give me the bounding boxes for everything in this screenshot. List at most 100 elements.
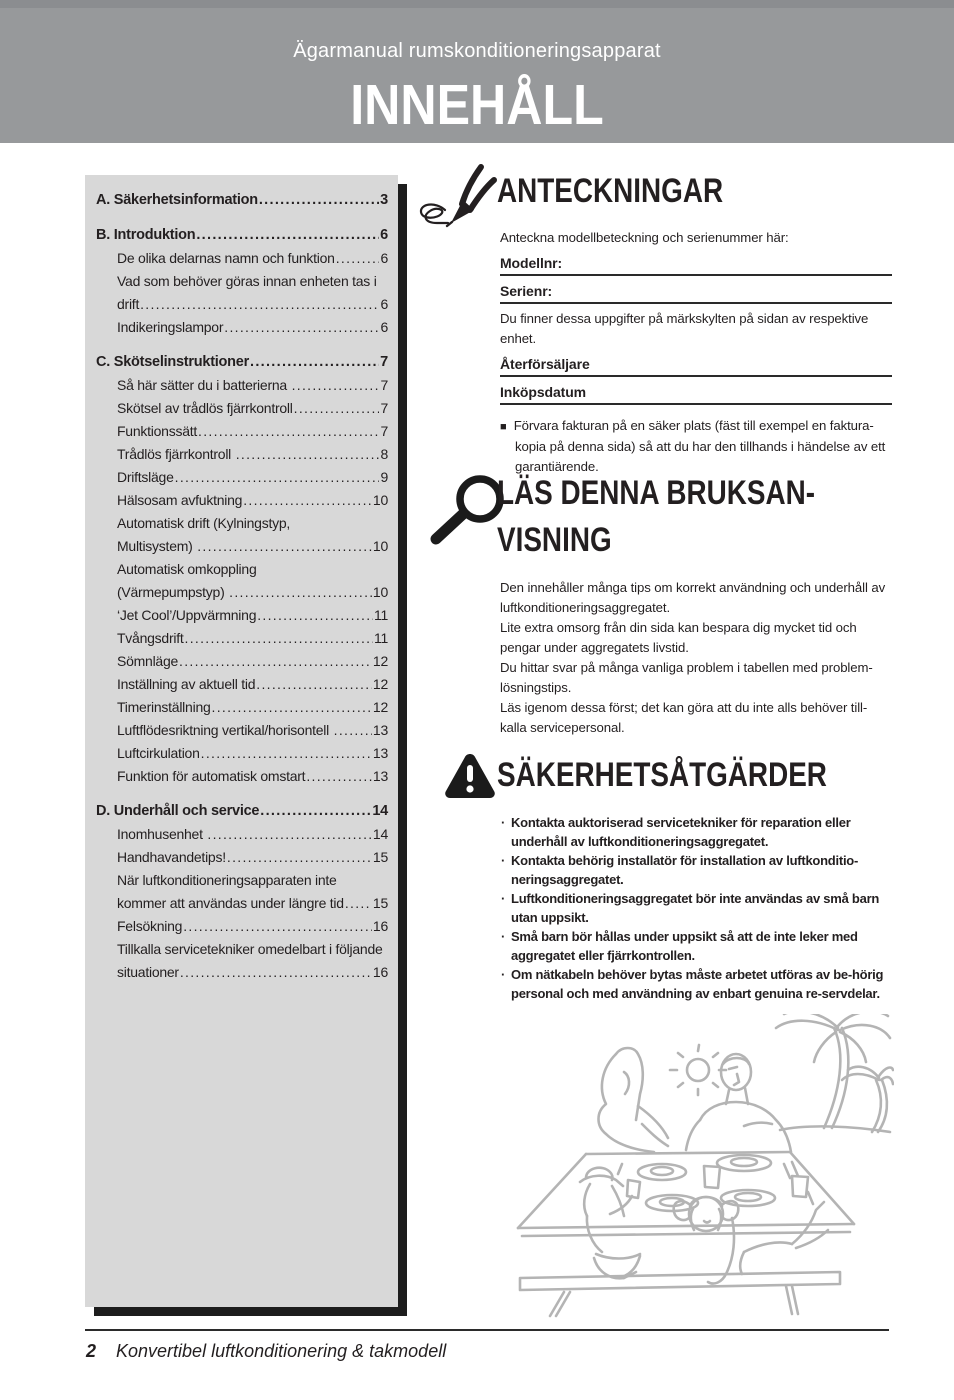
toc-label: B. Introduktion xyxy=(96,227,196,243)
toc-page-number: 15 xyxy=(372,895,388,911)
toc-label: Luftcirkulation xyxy=(117,745,200,761)
square-bullet-icon: ■ xyxy=(500,421,514,433)
toc-row: Automatisk drift (Kylningstyp, xyxy=(96,512,388,535)
toc-page-number: 14 xyxy=(372,803,388,819)
footer-label: Konvertibel luftkonditionering & takmode… xyxy=(116,1341,447,1361)
toc-page-number: 12 xyxy=(372,699,388,715)
toc-page-number: 15 xyxy=(372,849,388,865)
section-title-notes: ANTECKNINGAR xyxy=(497,172,724,210)
toc-page-number: 16 xyxy=(372,918,388,934)
toc-page-number: 13 xyxy=(372,745,388,761)
toc-row: Trådlös fjärrkontroll 8 xyxy=(96,443,388,466)
reading-block: Den innehåller många tips om korrekt anv… xyxy=(500,578,892,738)
warning-triangle-icon xyxy=(443,751,497,806)
toc-label: Vad som behöver göras innan enheten tas … xyxy=(117,273,377,289)
toc-dots xyxy=(196,224,379,247)
toc-dots xyxy=(236,443,380,466)
safety-bullet: Kontakta auktoriserad servicetekniker fö… xyxy=(500,813,884,851)
toc-page-number: 6 xyxy=(380,319,388,335)
toc-dots xyxy=(345,892,372,915)
toc-row: Multisystem) 10 xyxy=(96,535,388,558)
toc-page-number: 12 xyxy=(372,676,388,692)
toc-dots xyxy=(259,189,379,212)
toc-row: Inomhusenhet 14 xyxy=(96,823,388,846)
toc-row: situationer 16 xyxy=(96,961,388,984)
pen-scribble-icon xyxy=(415,157,499,236)
model-number-line: Modellnr: xyxy=(500,255,892,276)
toc-row: ‘Jet Cool’/Uppvärmning 11 xyxy=(96,604,388,627)
toc-dots xyxy=(179,650,372,673)
toc-label: Timerinställning xyxy=(117,699,211,715)
toc-label: drift xyxy=(117,296,140,312)
toc-label: Tvångsdrift xyxy=(117,630,184,646)
section-title-safety: SÄKERHETSÅTGÄRDER xyxy=(497,756,827,794)
reading-paragraph: Läs igenom dessa först; det kan göra att… xyxy=(500,700,868,735)
toc-dots xyxy=(336,247,380,270)
toc-page-number: 3 xyxy=(380,192,388,208)
toc-dots xyxy=(243,489,372,512)
page-title: INNEHÅLL xyxy=(350,73,604,137)
toc-label: Automatisk omkoppling xyxy=(117,561,257,577)
reading-paragraph: Lite extra omsorg från din sida kan besp… xyxy=(500,620,857,655)
toc-row: Hälsosam avfuktning 10 xyxy=(96,489,388,512)
toc-dots xyxy=(185,627,373,650)
toc-row: Felsökning 16 xyxy=(96,915,388,938)
toc-page-number: 10 xyxy=(372,538,388,554)
toc-page-number: 9 xyxy=(380,469,388,485)
toc-page-number: 16 xyxy=(372,964,388,980)
toc-label: Funktion för automatisk omstart xyxy=(117,768,306,784)
toc-page-number: 7 xyxy=(380,400,388,416)
toc-page-number: 11 xyxy=(373,607,388,623)
toc-label: Inställning av aktuell tid xyxy=(117,676,256,692)
magnifying-glass-icon xyxy=(419,472,511,559)
toc-label: Inomhusenhet xyxy=(117,826,207,842)
toc-row: drift 6 xyxy=(96,293,388,316)
family-picnic-illustration xyxy=(492,1010,895,1325)
toc-row: Tillkalla servicetekniker omedelbart i f… xyxy=(96,938,388,961)
toc-dots xyxy=(229,581,372,604)
toc-page-number: 12 xyxy=(372,653,388,669)
toc-dots xyxy=(292,374,380,397)
toc-page-number: 14 xyxy=(372,826,388,842)
toc-dots xyxy=(260,800,371,823)
toc-row: D. Underhåll och service 14 xyxy=(96,800,388,823)
toc-page-number: 10 xyxy=(372,492,388,508)
toc-row: När luftkonditioneringsapparaten inte xyxy=(96,869,388,892)
toc-row: B. Introduktion 6 xyxy=(96,224,388,247)
toc-row: Vad som behöver göras innan enheten tas … xyxy=(96,270,388,293)
toc-label: Sömnläge xyxy=(117,653,179,669)
toc-label: Tillkalla servicetekniker omedelbart i f… xyxy=(117,941,383,957)
toc-dots xyxy=(212,696,372,719)
toc-row: Handhavandetips! 15 xyxy=(96,846,388,869)
toc-label: Så här sätter du i batterierna xyxy=(117,377,291,393)
toc-label: Multisystem) xyxy=(117,538,197,554)
toc-dots xyxy=(256,673,372,696)
toc-page-number: 10 xyxy=(372,584,388,600)
toc-row: Skötsel av trådlös fjärrkontroll 7 xyxy=(96,397,388,420)
footer-page-number: 2 xyxy=(86,1341,97,1361)
toc-label: Driftsläge xyxy=(117,469,174,485)
safety-bullet: Små barn bör hållas under uppsikt så att… xyxy=(500,927,884,965)
toc-label: De olika delarnas namn och funktion xyxy=(117,250,335,266)
toc-dots xyxy=(334,719,372,742)
toc-label: Luftflödesriktning vertikal/horisontell xyxy=(117,722,333,738)
toc-dots xyxy=(227,846,372,869)
toc-row: C. Skötselinstruktioner 7 xyxy=(96,351,388,374)
toc-dots xyxy=(224,316,379,339)
toc-dots xyxy=(140,293,379,316)
toc-box: A. Säkerhetsinformation 3 B. Introduktion… xyxy=(85,175,398,1307)
toc-page-number: 6 xyxy=(380,296,388,312)
toc-label: situationer xyxy=(117,964,179,980)
toc-page-number: 11 xyxy=(373,630,388,646)
toc-page-number: 13 xyxy=(372,722,388,738)
toc-label: A. Säkerhetsinformation xyxy=(96,192,258,208)
invoice-note: ■ Förvara fakturan på en säker plats (fä… xyxy=(500,418,886,474)
toc-dots xyxy=(201,742,372,765)
toc-row: Funktion för automatisk omstart 13 xyxy=(96,765,388,788)
toc-row: kommer att användas under längre tid 15 xyxy=(96,892,388,915)
toc-page-number: 7 xyxy=(380,377,388,393)
toc-page-number: 13 xyxy=(372,768,388,784)
toc-row: Funktionssätt 7 xyxy=(96,420,388,443)
toc-label: Skötsel av trådlös fjärrkontroll xyxy=(117,400,293,416)
